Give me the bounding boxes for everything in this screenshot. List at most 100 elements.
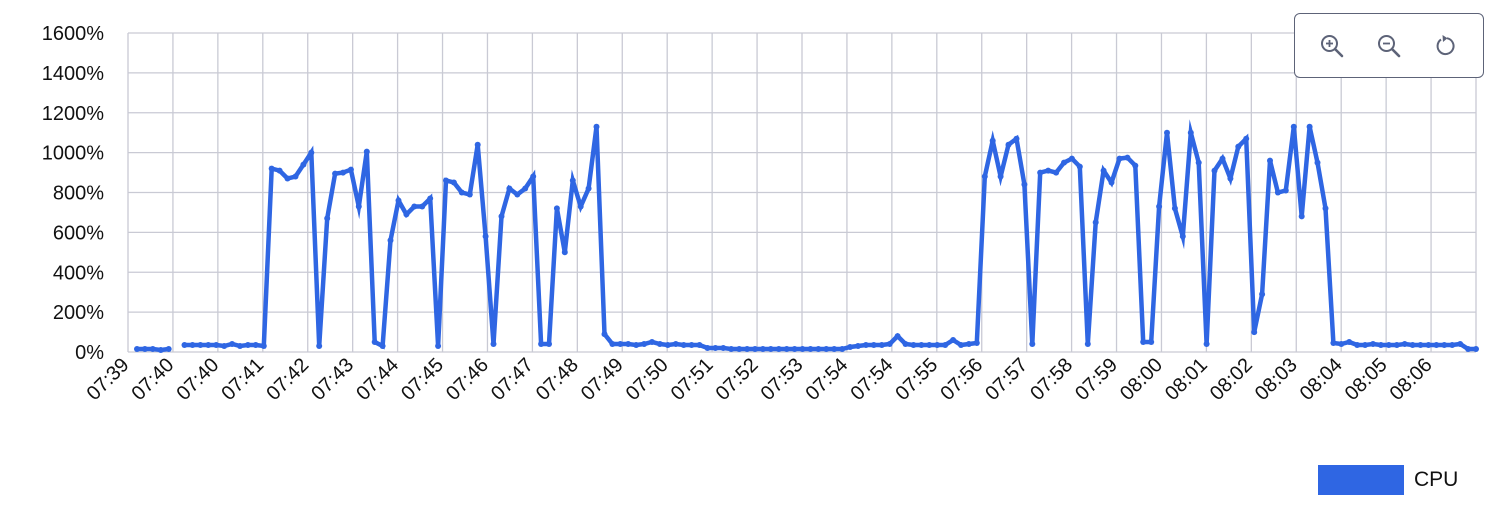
data-point-cpu <box>181 342 188 348</box>
x-tick-label: 08:06 <box>1386 354 1437 405</box>
data-point-cpu <box>1306 123 1313 130</box>
data-point-cpu <box>783 346 790 352</box>
x-tick-label: 07:55 <box>891 354 942 405</box>
data-point-cpu <box>1053 169 1060 176</box>
data-point-cpu <box>862 342 869 348</box>
legend: CPU <box>1318 465 1458 495</box>
data-point-cpu <box>950 337 957 343</box>
data-point-cpu <box>141 346 148 352</box>
x-tick-label: 07:43 <box>307 354 358 405</box>
data-point-cpu <box>633 342 640 348</box>
data-point-cpu <box>1084 341 1091 347</box>
data-point-cpu <box>490 341 497 347</box>
data-point-cpu <box>1045 167 1052 174</box>
data-point-cpu <box>189 342 196 348</box>
data-point-cpu <box>324 215 331 222</box>
data-point-cpu <box>450 179 457 186</box>
x-tick-label: 07:58 <box>1026 354 1077 405</box>
data-point-cpu <box>712 345 719 351</box>
data-point-cpu <box>1156 203 1163 210</box>
data-point-cpu <box>237 343 243 349</box>
data-point-cpu <box>752 346 758 352</box>
data-point-cpu <box>973 340 980 346</box>
data-point-cpu <box>1076 163 1083 170</box>
data-point-cpu <box>1457 341 1464 347</box>
data-point-cpu <box>918 342 925 348</box>
data-point-cpu <box>379 343 386 349</box>
data-point-cpu <box>252 342 259 348</box>
data-point-cpu <box>205 342 212 348</box>
x-axis-ticks: 07:3907:4007:4007:4107:4207:4307:4407:45… <box>83 354 1437 405</box>
x-tick-label: 07:59 <box>1071 354 1122 405</box>
data-point-cpu <box>1298 213 1305 220</box>
data-point-cpu <box>514 191 521 198</box>
data-point-cpu <box>474 141 481 148</box>
data-point-cpu <box>965 341 972 347</box>
x-tick-label: 08:05 <box>1341 354 1392 405</box>
data-point-cpu <box>157 347 164 353</box>
series-cpu <box>137 119 1476 353</box>
data-point-cpu <box>704 345 711 351</box>
data-point-cpu <box>1171 205 1178 212</box>
x-tick-label: 08:02 <box>1206 354 1257 405</box>
y-tick-label: 0% <box>75 342 104 364</box>
data-point-cpu <box>221 343 228 349</box>
data-point-cpu <box>1314 159 1321 166</box>
data-point-cpu <box>149 346 156 352</box>
data-point-cpu <box>1092 219 1099 226</box>
data-point-cpu <box>1124 154 1131 161</box>
data-point-cpu <box>482 233 489 240</box>
data-point-cpu <box>1377 342 1384 348</box>
data-point-cpu <box>625 341 632 347</box>
data-point-cpu <box>1267 157 1273 164</box>
data-point-cpu <box>767 346 774 352</box>
y-tick-label: 1200% <box>42 103 104 125</box>
x-tick-label: 07:40 <box>128 354 179 405</box>
data-point-cpu <box>1370 341 1376 347</box>
data-point-cpu <box>664 342 671 348</box>
data-point-cpu <box>355 203 362 210</box>
data-point-cpu <box>1338 341 1345 347</box>
data-point-cpu <box>1401 341 1408 347</box>
grid-lines <box>127 32 1477 353</box>
data-point-cpu <box>506 185 513 192</box>
data-point-cpu <box>1473 346 1479 352</box>
data-point-cpu <box>1409 342 1416 348</box>
data-point-cpu <box>997 173 1004 180</box>
data-point-cpu <box>1282 187 1289 194</box>
data-point-cpu <box>332 170 339 177</box>
data-point-cpu <box>522 185 529 192</box>
zoom-in-button[interactable] <box>1317 31 1347 61</box>
data-point-cpu <box>1164 129 1170 136</box>
zoom-out-button[interactable] <box>1374 31 1404 61</box>
data-point-cpu <box>1116 155 1123 162</box>
data-point-cpu <box>728 346 735 352</box>
data-point-cpu <box>601 331 608 338</box>
data-point-cpu <box>649 339 655 345</box>
data-point-cpu <box>530 173 537 180</box>
data-point-cpu <box>1068 155 1075 162</box>
x-tick-label: 07:56 <box>936 354 987 405</box>
data-point-cpu <box>458 189 465 196</box>
y-tick-label: 200% <box>53 302 104 324</box>
data-point-cpu <box>1322 205 1329 212</box>
data-point-cpu <box>656 341 663 347</box>
data-point-cpu <box>672 341 679 347</box>
x-tick-label: 08:00 <box>1116 354 1167 405</box>
data-point-cpu <box>1417 342 1424 348</box>
data-point-cpu <box>1211 167 1218 174</box>
data-point-cpu <box>736 346 743 352</box>
y-tick-label: 1400% <box>42 63 104 85</box>
data-point-cpu <box>1195 159 1202 166</box>
x-tick-label: 07:50 <box>622 354 673 405</box>
data-point-cpu <box>744 346 751 352</box>
data-point-cpu <box>1203 341 1210 347</box>
data-point-cpu <box>1362 342 1369 348</box>
data-point-cpu <box>1346 339 1353 345</box>
data-point-cpu <box>1227 175 1234 182</box>
data-point-cpu <box>855 343 861 349</box>
reset-zoom-button[interactable] <box>1431 31 1461 61</box>
legend-swatch-cpu[interactable] <box>1318 465 1404 495</box>
data-point-cpu <box>213 342 220 348</box>
